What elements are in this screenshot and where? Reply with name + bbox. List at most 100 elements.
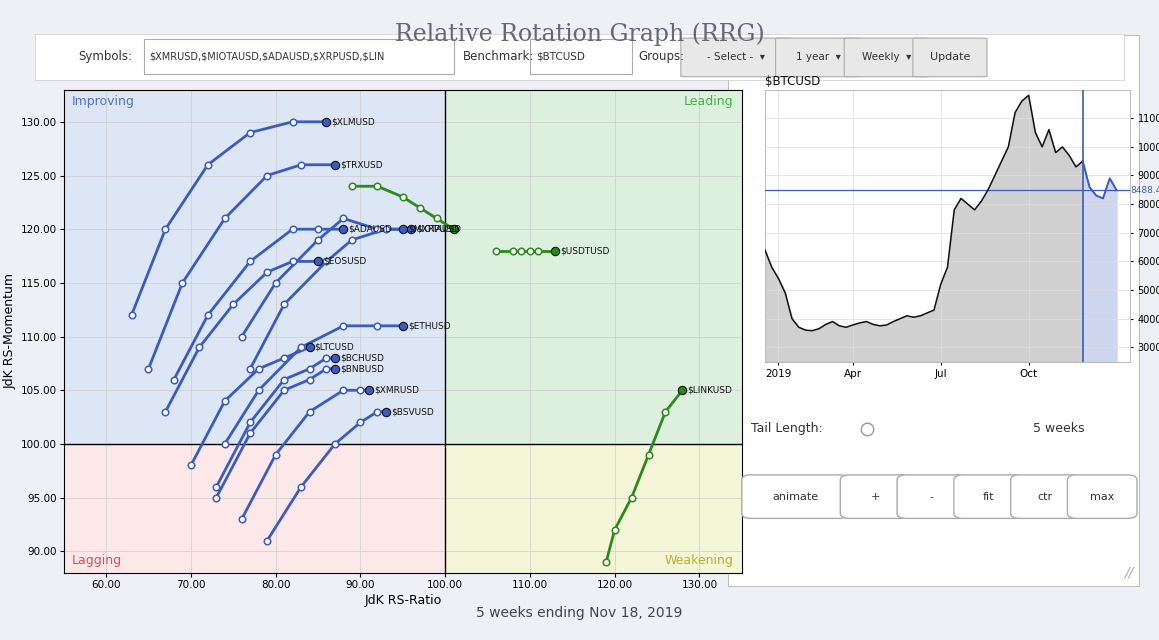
Point xyxy=(410,203,429,213)
Point xyxy=(504,246,523,256)
Point xyxy=(334,213,352,223)
Point xyxy=(249,364,268,374)
Point xyxy=(275,353,293,363)
Point xyxy=(394,192,413,202)
Point xyxy=(198,159,217,170)
Point xyxy=(318,353,336,363)
Text: $BTCUSD: $BTCUSD xyxy=(535,52,585,62)
Text: Improving: Improving xyxy=(72,95,136,108)
FancyBboxPatch shape xyxy=(775,38,861,77)
Point xyxy=(359,385,378,396)
Point xyxy=(249,385,268,396)
Point xyxy=(326,364,344,374)
Point xyxy=(546,246,564,256)
Point xyxy=(605,525,624,535)
Point xyxy=(216,439,234,449)
Text: $BTCUSD: $BTCUSD xyxy=(765,76,821,88)
Point xyxy=(673,385,692,396)
Point xyxy=(123,310,141,320)
Point xyxy=(334,321,352,331)
Point xyxy=(182,460,201,470)
Text: Weakening: Weakening xyxy=(664,554,734,568)
Text: $XRPUSD: $XRPUSD xyxy=(416,225,459,234)
Point xyxy=(308,224,327,234)
Point xyxy=(241,364,260,374)
Point xyxy=(216,213,234,223)
Point xyxy=(444,224,462,234)
Text: $BSVUSD: $BSVUSD xyxy=(391,407,433,416)
Point xyxy=(267,449,285,460)
Text: Leading: Leading xyxy=(684,95,734,108)
Point xyxy=(351,385,370,396)
Point xyxy=(156,406,175,417)
Point xyxy=(318,256,336,266)
Point xyxy=(326,439,344,449)
Point xyxy=(190,342,209,353)
Point xyxy=(283,256,301,266)
Point xyxy=(241,256,260,266)
Text: //: // xyxy=(1124,565,1134,579)
X-axis label: JdK RS-Ratio: JdK RS-Ratio xyxy=(364,594,442,607)
Point xyxy=(369,224,387,234)
Text: animate: animate xyxy=(772,492,818,502)
Point xyxy=(318,116,336,127)
FancyBboxPatch shape xyxy=(913,38,987,77)
Point xyxy=(233,514,252,524)
Text: Tail Length:: Tail Length: xyxy=(751,422,823,435)
Point xyxy=(402,224,421,234)
Point xyxy=(207,493,226,503)
Point xyxy=(139,364,158,374)
Text: fit: fit xyxy=(983,492,994,502)
Point xyxy=(224,300,242,310)
FancyBboxPatch shape xyxy=(144,40,454,74)
Point xyxy=(267,278,285,288)
FancyBboxPatch shape xyxy=(844,38,930,77)
Text: Symbols:: Symbols: xyxy=(79,51,132,63)
Point xyxy=(622,493,641,503)
Point xyxy=(656,406,675,417)
Text: $XLMUSD: $XLMUSD xyxy=(331,117,376,126)
Point xyxy=(394,224,413,234)
Point xyxy=(258,536,277,546)
Point xyxy=(283,116,301,127)
Point xyxy=(640,449,658,460)
Text: max: max xyxy=(1089,492,1115,502)
Point xyxy=(597,557,615,567)
Point xyxy=(275,374,293,385)
Point xyxy=(326,159,344,170)
Text: - Select -  ▾: - Select - ▾ xyxy=(707,52,765,63)
Point xyxy=(198,310,217,320)
Point xyxy=(343,235,362,245)
FancyBboxPatch shape xyxy=(680,38,792,77)
Text: $BNBUSD: $BNBUSD xyxy=(340,364,384,373)
Point xyxy=(369,406,387,417)
Text: 1 year  ▾: 1 year ▾ xyxy=(796,52,840,63)
Point xyxy=(275,300,293,310)
Point xyxy=(428,213,446,223)
Point xyxy=(275,385,293,396)
Point xyxy=(394,321,413,331)
Text: $BCHUSD: $BCHUSD xyxy=(340,353,384,362)
Point xyxy=(318,364,336,374)
Point xyxy=(334,224,352,234)
Point xyxy=(377,224,395,234)
Point xyxy=(300,374,319,385)
Point xyxy=(258,170,277,180)
Point xyxy=(326,353,344,363)
Point xyxy=(292,482,311,492)
Point xyxy=(334,385,352,396)
Text: Update: Update xyxy=(930,52,970,63)
Point xyxy=(520,246,539,256)
Point xyxy=(369,181,387,191)
Text: Relative Rotation Graph (RRG): Relative Rotation Graph (RRG) xyxy=(394,22,765,46)
Text: ctr: ctr xyxy=(1037,492,1054,502)
Text: -: - xyxy=(930,492,934,502)
Text: $USDTUSD: $USDTUSD xyxy=(561,246,610,255)
Point xyxy=(283,224,301,234)
Text: $LINKUSD: $LINKUSD xyxy=(687,386,732,395)
Text: Weekly  ▾: Weekly ▾ xyxy=(862,52,911,63)
Point xyxy=(308,256,327,266)
Text: +: + xyxy=(870,492,880,502)
Point xyxy=(343,181,362,191)
Point xyxy=(241,127,260,138)
